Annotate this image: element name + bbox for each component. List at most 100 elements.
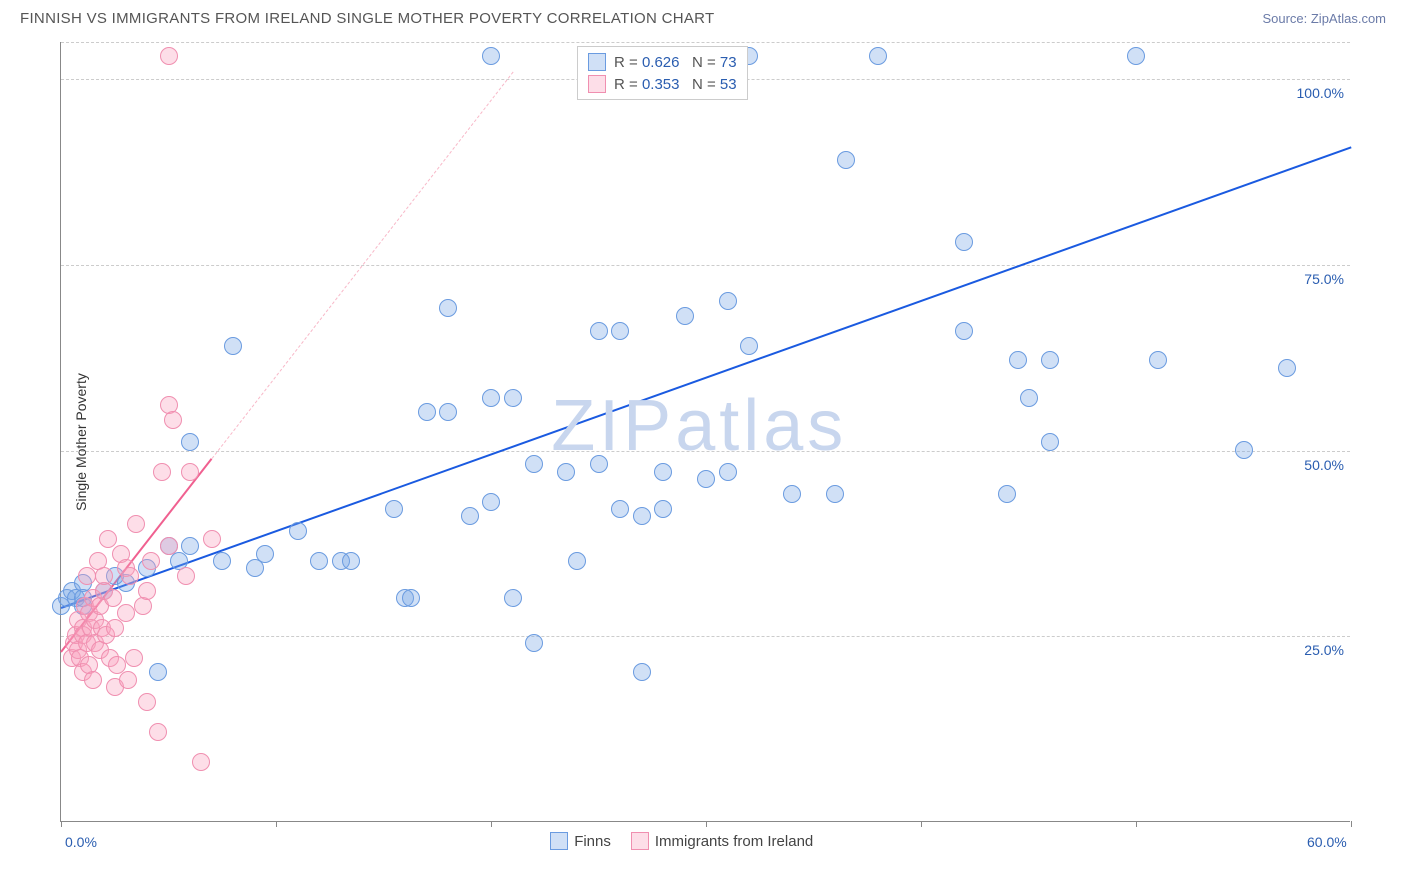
data-point — [482, 47, 500, 65]
data-point — [826, 485, 844, 503]
data-point — [568, 552, 586, 570]
legend-label: Finns — [574, 833, 611, 850]
data-point — [783, 485, 801, 503]
x-tick — [921, 821, 922, 827]
legend-swatch — [631, 832, 649, 850]
header: FINNISH VS IMMIGRANTS FROM IRELAND SINGL… — [0, 0, 1406, 33]
data-point — [181, 463, 199, 481]
data-point — [998, 485, 1016, 503]
data-point — [192, 753, 210, 771]
data-point — [127, 515, 145, 533]
gridline — [61, 636, 1350, 637]
bottom-legend: Finns Immigrants from Ireland — [550, 832, 813, 850]
x-tick — [61, 821, 62, 827]
data-point — [84, 671, 102, 689]
data-point — [160, 47, 178, 65]
legend-swatch — [588, 53, 606, 71]
data-point — [1127, 47, 1145, 65]
data-point — [676, 307, 694, 325]
data-point — [633, 663, 651, 681]
data-point — [590, 322, 608, 340]
data-point — [256, 545, 274, 563]
x-tick — [276, 821, 277, 827]
data-point — [439, 403, 457, 421]
bottom-legend-item: Finns — [550, 832, 611, 850]
legend-swatch — [588, 75, 606, 93]
data-point — [1041, 433, 1059, 451]
data-point — [246, 559, 264, 577]
data-point — [697, 470, 715, 488]
data-point — [654, 500, 672, 518]
data-point — [740, 337, 758, 355]
data-point — [557, 463, 575, 481]
data-point — [342, 552, 360, 570]
data-point — [955, 322, 973, 340]
stats-legend-row: R = 0.353 N = 53 — [588, 73, 737, 95]
data-point — [125, 649, 143, 667]
y-tick-label: 75.0% — [1304, 271, 1344, 287]
data-point — [1020, 389, 1038, 407]
chart-container: Single Mother Poverty ZIPatlas R = 0.626… — [50, 42, 1390, 842]
data-point — [164, 411, 182, 429]
data-point — [104, 589, 122, 607]
data-point — [461, 507, 479, 525]
data-point — [138, 582, 156, 600]
data-point — [418, 403, 436, 421]
data-point — [525, 455, 543, 473]
data-point — [121, 567, 139, 585]
data-point — [869, 47, 887, 65]
data-point — [95, 567, 113, 585]
data-point — [955, 233, 973, 251]
data-point — [203, 530, 221, 548]
data-point — [117, 604, 135, 622]
data-point — [504, 589, 522, 607]
chart-title: FINNISH VS IMMIGRANTS FROM IRELAND SINGL… — [20, 10, 715, 27]
data-point — [142, 552, 160, 570]
data-point — [138, 693, 156, 711]
plot-area: ZIPatlas R = 0.626 N = 73R = 0.353 N = 5… — [60, 42, 1350, 822]
stats-text: R = 0.353 N = 53 — [614, 76, 737, 93]
data-point — [213, 552, 231, 570]
data-point — [654, 463, 672, 481]
gridline — [61, 42, 1350, 43]
x-tick — [1351, 821, 1352, 827]
x-tick-label: 0.0% — [65, 834, 97, 850]
legend-label: Immigrants from Ireland — [655, 833, 813, 850]
data-point — [482, 493, 500, 511]
data-point — [385, 500, 403, 518]
data-point — [402, 589, 420, 607]
data-point — [181, 433, 199, 451]
data-point — [1009, 351, 1027, 369]
data-point — [439, 299, 457, 317]
data-point — [633, 507, 651, 525]
data-point — [504, 389, 522, 407]
x-tick-label: 60.0% — [1307, 834, 1347, 850]
y-tick-label: 100.0% — [1297, 85, 1344, 101]
data-point — [181, 537, 199, 555]
x-tick — [491, 821, 492, 827]
stats-legend: R = 0.626 N = 73 R = 0.353 N = 53 — [577, 46, 748, 100]
source-label: Source: ZipAtlas.com — [1262, 11, 1386, 26]
data-point — [611, 500, 629, 518]
data-point — [106, 619, 124, 637]
data-point — [1041, 351, 1059, 369]
data-point — [1278, 359, 1296, 377]
y-tick-label: 50.0% — [1304, 457, 1344, 473]
data-point — [611, 322, 629, 340]
data-point — [119, 671, 137, 689]
gridline — [61, 265, 1350, 266]
trend-line — [61, 146, 1352, 608]
data-point — [590, 455, 608, 473]
data-point — [78, 567, 96, 585]
data-point — [149, 723, 167, 741]
data-point — [719, 292, 737, 310]
gridline — [61, 451, 1350, 452]
data-point — [310, 552, 328, 570]
y-tick-label: 25.0% — [1304, 642, 1344, 658]
data-point — [482, 389, 500, 407]
data-point — [289, 522, 307, 540]
data-point — [149, 663, 167, 681]
x-tick — [706, 821, 707, 827]
stats-legend-row: R = 0.626 N = 73 — [588, 51, 737, 73]
bottom-legend-item: Immigrants from Ireland — [631, 832, 813, 850]
